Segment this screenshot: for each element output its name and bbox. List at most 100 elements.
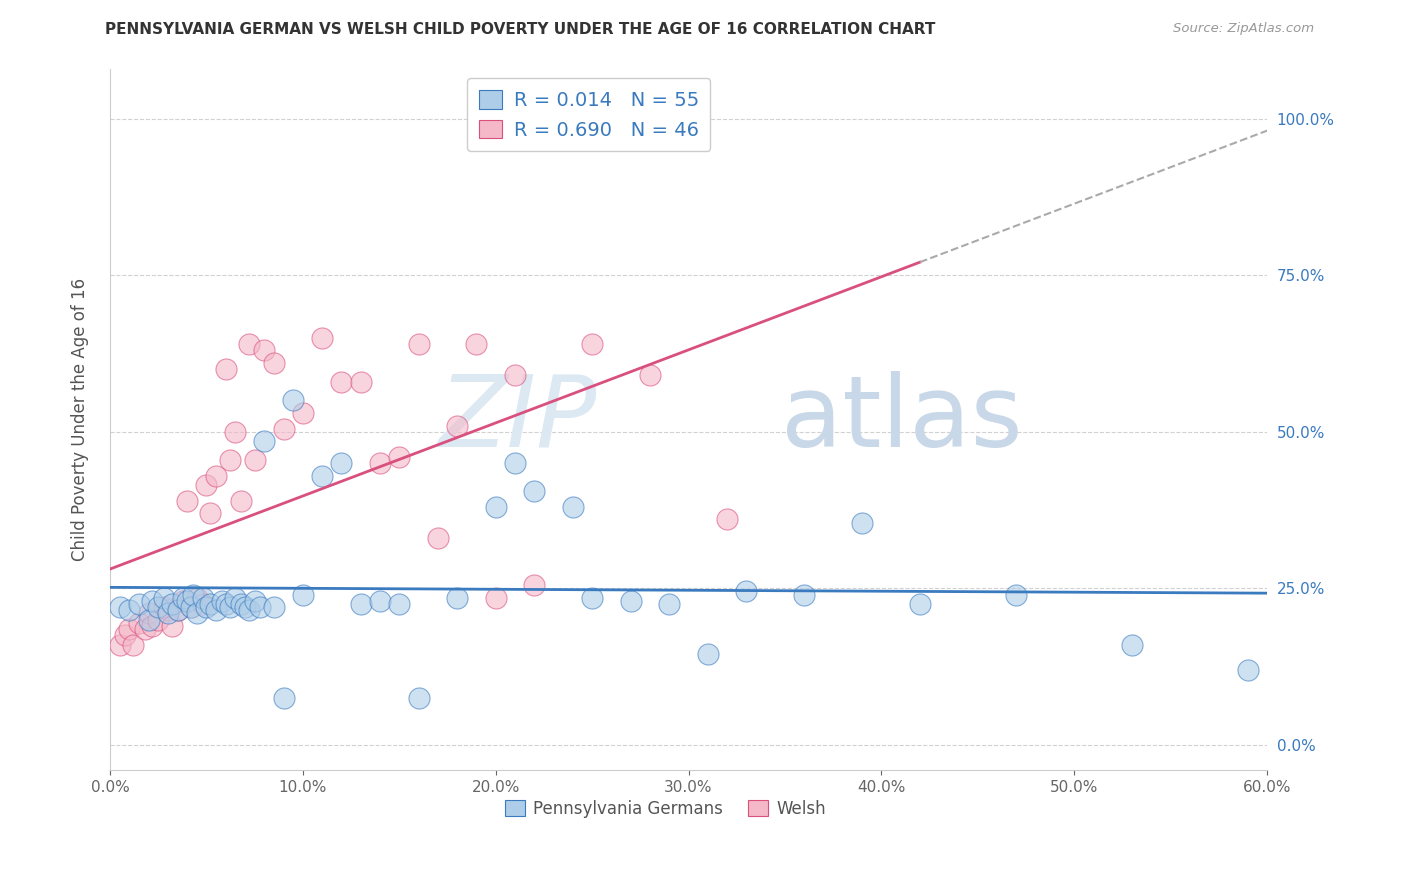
Point — [908, 597, 931, 611]
Point — [291, 406, 314, 420]
Point — [350, 597, 373, 611]
Point — [200, 506, 222, 520]
Point — [523, 484, 546, 499]
Point — [231, 493, 253, 508]
Point — [696, 647, 718, 661]
Point — [368, 594, 391, 608]
Point — [156, 607, 179, 621]
Point — [108, 600, 131, 615]
Point — [200, 597, 222, 611]
Point — [224, 425, 246, 439]
Point — [793, 588, 815, 602]
Point — [716, 512, 738, 526]
Point — [191, 591, 214, 605]
Point — [291, 588, 314, 602]
Point — [160, 597, 183, 611]
Point — [446, 418, 468, 433]
Point — [186, 591, 208, 605]
Point — [283, 393, 305, 408]
Point — [148, 613, 170, 627]
Point — [581, 337, 603, 351]
Point — [218, 600, 240, 615]
Point — [138, 607, 160, 621]
Point — [186, 607, 208, 621]
Point — [503, 368, 526, 383]
Point — [485, 500, 508, 514]
Point — [205, 468, 228, 483]
Point — [263, 356, 285, 370]
Point — [141, 619, 163, 633]
Point — [181, 588, 204, 602]
Point — [118, 622, 141, 636]
Point — [851, 516, 873, 530]
Point — [180, 600, 202, 615]
Point — [176, 493, 198, 508]
Text: atlas: atlas — [782, 371, 1022, 467]
Y-axis label: Child Poverty Under the Age of 16: Child Poverty Under the Age of 16 — [72, 277, 89, 561]
Point — [205, 603, 228, 617]
Point — [735, 584, 758, 599]
Point — [368, 456, 391, 470]
Point — [263, 600, 285, 615]
Point — [581, 591, 603, 605]
Point — [128, 597, 150, 611]
Point — [1236, 663, 1258, 677]
Text: ZIP: ZIP — [437, 371, 596, 467]
Point — [1005, 588, 1028, 602]
Point — [638, 368, 661, 383]
Point — [253, 434, 276, 449]
Point — [195, 478, 218, 492]
Point — [211, 594, 233, 608]
Point — [134, 622, 156, 636]
Point — [218, 453, 240, 467]
Point — [426, 531, 449, 545]
Point — [350, 375, 373, 389]
Point — [172, 594, 194, 608]
Point — [153, 600, 176, 615]
Text: PENNSYLVANIA GERMAN VS WELSH CHILD POVERTY UNDER THE AGE OF 16 CORRELATION CHART: PENNSYLVANIA GERMAN VS WELSH CHILD POVER… — [105, 22, 936, 37]
Point — [561, 500, 583, 514]
Point — [153, 591, 176, 605]
Point — [465, 337, 488, 351]
Point — [446, 591, 468, 605]
Point — [118, 603, 141, 617]
Legend: Pennsylvania Germans, Welsh: Pennsylvania Germans, Welsh — [498, 794, 832, 825]
Point — [388, 597, 411, 611]
Point — [243, 594, 266, 608]
Point — [311, 468, 333, 483]
Point — [231, 597, 253, 611]
Point — [1121, 638, 1143, 652]
Point — [148, 600, 170, 615]
Point — [273, 422, 295, 436]
Point — [238, 337, 260, 351]
Point — [166, 603, 188, 617]
Point — [330, 375, 353, 389]
Point — [180, 600, 202, 615]
Point — [172, 591, 194, 605]
Point — [215, 362, 238, 376]
Point — [160, 619, 183, 633]
Point — [273, 690, 295, 705]
Point — [388, 450, 411, 464]
Point — [233, 600, 256, 615]
Text: Source: ZipAtlas.com: Source: ZipAtlas.com — [1174, 22, 1315, 36]
Point — [243, 453, 266, 467]
Point — [249, 600, 271, 615]
Point — [156, 603, 179, 617]
Point — [128, 615, 150, 630]
Point — [311, 331, 333, 345]
Point — [138, 613, 160, 627]
Point — [523, 578, 546, 592]
Point — [224, 591, 246, 605]
Point — [620, 594, 643, 608]
Point — [141, 594, 163, 608]
Point — [408, 690, 430, 705]
Point — [195, 600, 218, 615]
Point — [176, 594, 198, 608]
Point — [215, 597, 238, 611]
Point — [503, 456, 526, 470]
Point — [253, 343, 276, 358]
Point — [108, 638, 131, 652]
Point — [122, 638, 145, 652]
Point — [191, 597, 214, 611]
